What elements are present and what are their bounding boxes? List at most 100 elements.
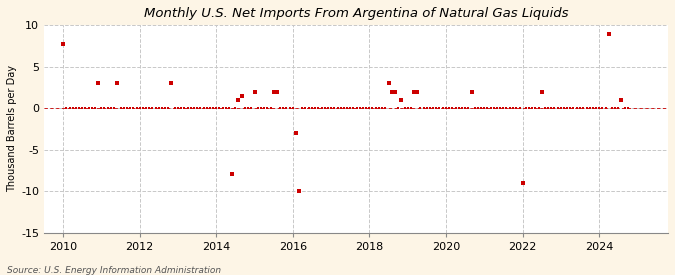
- Point: [616, 98, 627, 102]
- Point: [501, 106, 512, 110]
- Point: [304, 106, 315, 110]
- Point: [393, 106, 404, 110]
- Point: [284, 106, 295, 110]
- Point: [182, 106, 193, 110]
- Point: [93, 81, 104, 86]
- Point: [460, 106, 470, 110]
- Point: [354, 106, 365, 110]
- Point: [591, 106, 601, 110]
- Point: [581, 106, 592, 110]
- Point: [434, 106, 445, 110]
- Point: [192, 106, 202, 110]
- Point: [463, 106, 474, 110]
- Point: [176, 106, 186, 110]
- Point: [437, 106, 448, 110]
- Point: [290, 131, 301, 135]
- Point: [58, 41, 69, 46]
- Point: [572, 106, 583, 110]
- Point: [214, 106, 225, 110]
- Point: [262, 106, 273, 110]
- Point: [275, 106, 286, 110]
- Point: [173, 106, 184, 110]
- Point: [259, 106, 269, 110]
- Point: [122, 106, 132, 110]
- Point: [90, 106, 101, 110]
- Point: [399, 106, 410, 110]
- Point: [552, 106, 563, 110]
- Point: [377, 106, 387, 110]
- Point: [613, 106, 624, 110]
- Point: [125, 106, 136, 110]
- Point: [412, 89, 423, 94]
- Point: [526, 106, 537, 110]
- Point: [265, 106, 276, 110]
- Point: [511, 106, 522, 110]
- Point: [620, 106, 630, 110]
- Point: [77, 106, 88, 110]
- Point: [249, 89, 260, 94]
- Point: [530, 106, 541, 110]
- Point: [242, 106, 253, 110]
- Point: [313, 106, 324, 110]
- Point: [112, 81, 123, 86]
- Point: [558, 106, 569, 110]
- Point: [364, 106, 375, 110]
- Point: [227, 172, 238, 177]
- Point: [584, 106, 595, 110]
- Point: [246, 106, 257, 110]
- Point: [338, 106, 349, 110]
- Point: [371, 106, 381, 110]
- Y-axis label: Thousand Barrels per Day: Thousand Barrels per Day: [7, 65, 17, 192]
- Point: [166, 81, 177, 86]
- Point: [128, 106, 138, 110]
- Point: [236, 94, 247, 98]
- Point: [406, 106, 416, 110]
- Point: [326, 106, 337, 110]
- Point: [105, 106, 116, 110]
- Point: [539, 106, 550, 110]
- Point: [546, 106, 557, 110]
- Point: [134, 106, 145, 110]
- Point: [223, 106, 234, 110]
- Point: [306, 106, 317, 110]
- Point: [61, 106, 72, 110]
- Point: [600, 106, 611, 110]
- Point: [520, 106, 531, 110]
- Point: [179, 106, 190, 110]
- Point: [386, 89, 397, 94]
- Point: [240, 106, 250, 110]
- Point: [221, 106, 232, 110]
- Point: [137, 106, 148, 110]
- Point: [431, 106, 442, 110]
- Point: [342, 106, 352, 110]
- Point: [578, 106, 589, 110]
- Point: [549, 106, 560, 110]
- Point: [447, 106, 458, 110]
- Point: [160, 106, 171, 110]
- Point: [443, 106, 454, 110]
- Point: [504, 106, 515, 110]
- Point: [310, 106, 321, 110]
- Point: [409, 89, 420, 94]
- Point: [469, 106, 480, 110]
- Point: [332, 106, 343, 110]
- Title: Monthly U.S. Net Imports From Argentina of Natural Gas Liquids: Monthly U.S. Net Imports From Argentina …: [144, 7, 568, 20]
- Point: [389, 89, 400, 94]
- Point: [361, 106, 372, 110]
- Point: [345, 106, 356, 110]
- Point: [84, 106, 95, 110]
- Point: [508, 106, 518, 110]
- Point: [517, 181, 528, 185]
- Point: [587, 106, 598, 110]
- Point: [208, 106, 219, 110]
- Point: [211, 106, 221, 110]
- Point: [230, 106, 241, 110]
- Point: [297, 106, 308, 110]
- Point: [278, 106, 289, 110]
- Point: [205, 106, 215, 110]
- Point: [323, 106, 333, 110]
- Point: [603, 31, 614, 36]
- Point: [383, 81, 394, 86]
- Point: [198, 106, 209, 110]
- Point: [103, 106, 113, 110]
